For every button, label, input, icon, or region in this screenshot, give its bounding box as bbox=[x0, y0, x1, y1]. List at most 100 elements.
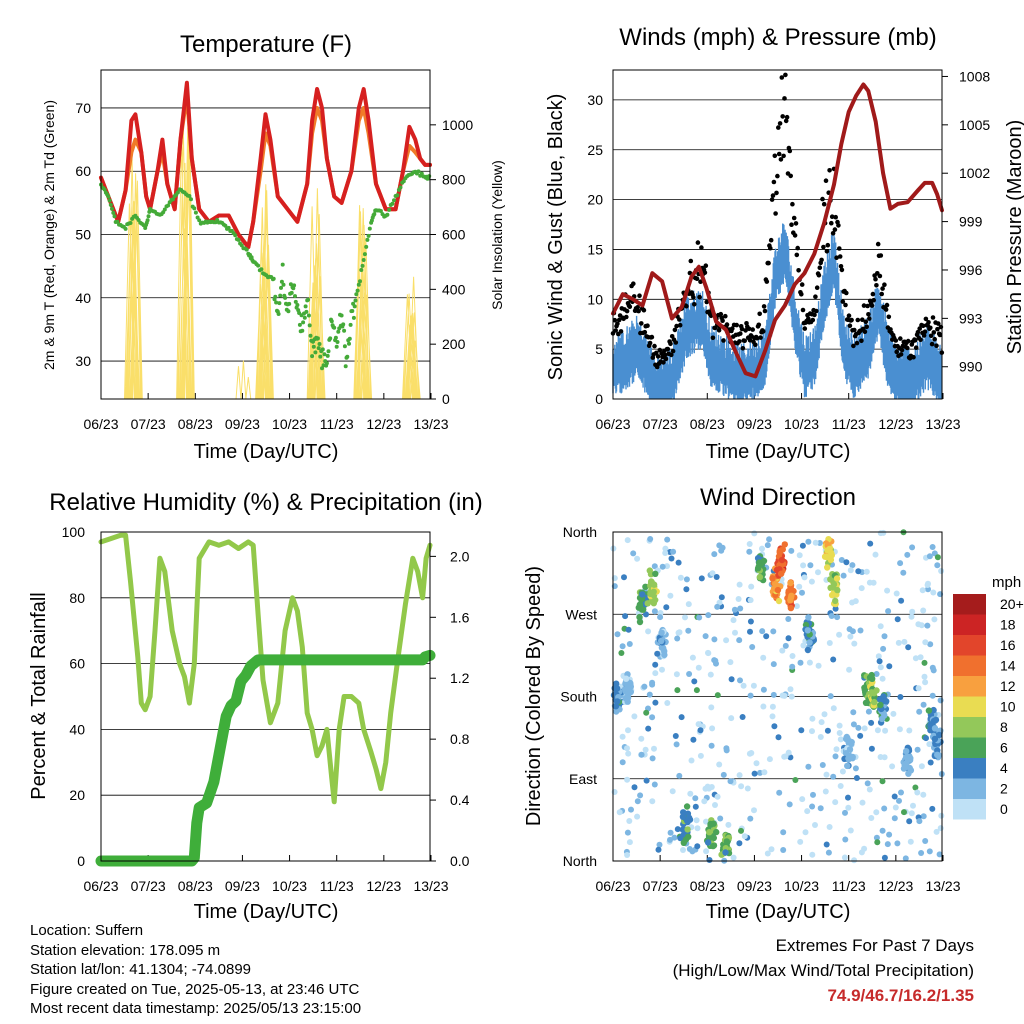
x-tick-label: 08/23 bbox=[690, 878, 725, 894]
dewpoint-point bbox=[366, 233, 371, 238]
legend-swatch bbox=[953, 758, 986, 779]
dewpoint-point bbox=[342, 328, 347, 333]
direction-point bbox=[680, 847, 686, 853]
direction-point bbox=[876, 658, 883, 665]
direction-point bbox=[927, 641, 934, 648]
gust-point bbox=[932, 336, 937, 342]
direction-point bbox=[833, 746, 840, 753]
dewpoint-point bbox=[106, 194, 111, 199]
gust-point bbox=[837, 246, 842, 251]
dewpoint-point bbox=[365, 237, 370, 242]
dewpoint-point bbox=[315, 336, 320, 341]
direction-point bbox=[877, 701, 884, 709]
direction-point bbox=[630, 550, 637, 557]
direction-point bbox=[722, 849, 729, 856]
direction-point bbox=[636, 613, 643, 621]
gust-point bbox=[761, 329, 766, 334]
y-tick-label: 50 bbox=[75, 227, 91, 243]
gust-point bbox=[847, 323, 853, 329]
gust-point bbox=[894, 349, 899, 355]
direction-point bbox=[624, 852, 631, 858]
gust-point bbox=[814, 285, 820, 291]
direction-point bbox=[824, 727, 831, 734]
direction-point bbox=[664, 536, 671, 543]
legend-label: 20+ bbox=[1000, 596, 1024, 612]
direction-point bbox=[720, 771, 727, 778]
y-tick-label: 25 bbox=[587, 142, 603, 158]
gust-point bbox=[800, 307, 806, 313]
direction-point bbox=[938, 812, 945, 819]
direction-tick-label: North bbox=[563, 524, 597, 540]
dewpoint-point bbox=[341, 322, 346, 327]
x-tick-label: 09/23 bbox=[737, 878, 772, 894]
direction-point bbox=[925, 707, 933, 714]
direction-point bbox=[704, 839, 712, 846]
dewpoint-point bbox=[325, 353, 330, 358]
gust-point bbox=[866, 312, 871, 317]
direction-point bbox=[872, 551, 879, 558]
gust-point bbox=[870, 291, 876, 297]
direction-point bbox=[884, 587, 891, 594]
gust-point bbox=[814, 308, 819, 314]
legend-label: 8 bbox=[1000, 719, 1008, 735]
direction-point bbox=[908, 810, 915, 817]
humidity-panel: Relative Humidity (%) & Precipitation (i… bbox=[28, 489, 483, 923]
direction-point bbox=[690, 736, 697, 743]
dewpoint-point bbox=[307, 323, 312, 328]
gust-point bbox=[645, 323, 650, 329]
direction-point bbox=[659, 666, 665, 673]
gust-point bbox=[704, 299, 709, 305]
gust-point bbox=[641, 307, 647, 313]
x-tick-label: 07/23 bbox=[643, 416, 678, 432]
direction-point bbox=[687, 790, 694, 797]
dewpoint-point bbox=[233, 233, 238, 238]
direction-point bbox=[723, 838, 730, 845]
direction-point bbox=[871, 698, 878, 706]
direction-point bbox=[892, 804, 899, 811]
direction-point bbox=[683, 586, 690, 593]
legend-swatch bbox=[953, 655, 986, 676]
direction-tick-label: East bbox=[569, 771, 597, 787]
gust-point bbox=[776, 125, 781, 130]
direction-point bbox=[918, 763, 925, 770]
direction-point bbox=[901, 809, 907, 816]
gust-point bbox=[928, 325, 933, 331]
direction-point bbox=[802, 829, 809, 836]
direction-point bbox=[787, 754, 794, 761]
direction-point bbox=[924, 622, 931, 629]
gust-point bbox=[930, 315, 936, 320]
direction-point bbox=[778, 556, 786, 564]
dewpoint-point bbox=[123, 226, 128, 231]
direction-point bbox=[705, 785, 712, 792]
direction-point bbox=[622, 675, 630, 682]
direction-point bbox=[626, 641, 633, 647]
direction-tick-label: West bbox=[565, 606, 597, 622]
direction-point bbox=[900, 765, 908, 772]
direction-panel: Wind Direction Time (Day/UTC) Direction … bbox=[523, 484, 1024, 923]
gust-point bbox=[639, 321, 644, 326]
direction-point bbox=[779, 647, 786, 654]
dewpoint-point bbox=[329, 319, 334, 324]
direction-point bbox=[830, 581, 838, 588]
direction-point bbox=[863, 568, 870, 575]
direction-point bbox=[786, 801, 793, 808]
direction-point bbox=[709, 570, 716, 577]
direction-point bbox=[697, 752, 704, 759]
direction-point bbox=[825, 849, 832, 856]
legend-swatch bbox=[953, 737, 986, 758]
dewpoint-point bbox=[112, 214, 117, 219]
direction-point bbox=[916, 818, 923, 825]
direction-point bbox=[852, 598, 859, 605]
direction-point bbox=[669, 788, 676, 795]
legend-label: 6 bbox=[1000, 740, 1008, 756]
direction-point bbox=[683, 576, 690, 583]
dewpoint-point bbox=[350, 309, 355, 313]
solar-series bbox=[235, 366, 242, 400]
direction-point bbox=[658, 629, 665, 636]
solar-series bbox=[240, 360, 247, 400]
dewpoint-point bbox=[390, 201, 395, 206]
gust-point bbox=[928, 333, 934, 339]
direction-point bbox=[641, 683, 648, 690]
direction-point bbox=[668, 555, 675, 562]
x-tick-label: 07/23 bbox=[131, 878, 166, 894]
